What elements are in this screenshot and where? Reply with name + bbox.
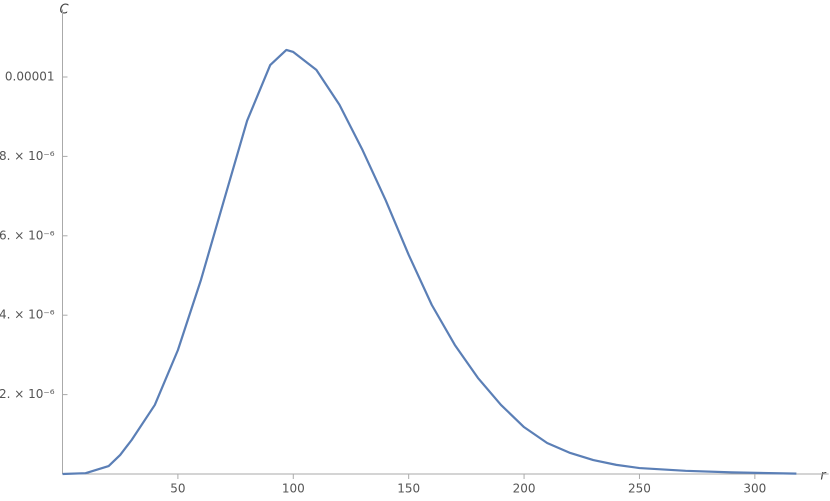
x-tick-label: 150 [397,482,420,496]
x-axis-label: r [820,469,827,484]
line [62,48,797,476]
x-tick-label: 250 [628,482,651,496]
y-tick-label: 8. × 10⁻⁶ [0,149,55,163]
x-tick-label: 300 [743,482,766,496]
x-tick-label: 50 [170,482,185,496]
y-tick-label: 6. × 10⁻⁶ [0,228,55,242]
y-tick-label: 2. × 10⁻⁶ [0,387,55,401]
x-tick-label: 200 [513,482,536,496]
x-tick-label: 100 [282,482,305,496]
y-axis-label: C [59,3,69,18]
y-tick-label: 0.00001 [5,69,55,83]
y-tick-label: 4. × 10⁻⁶ [0,308,55,322]
